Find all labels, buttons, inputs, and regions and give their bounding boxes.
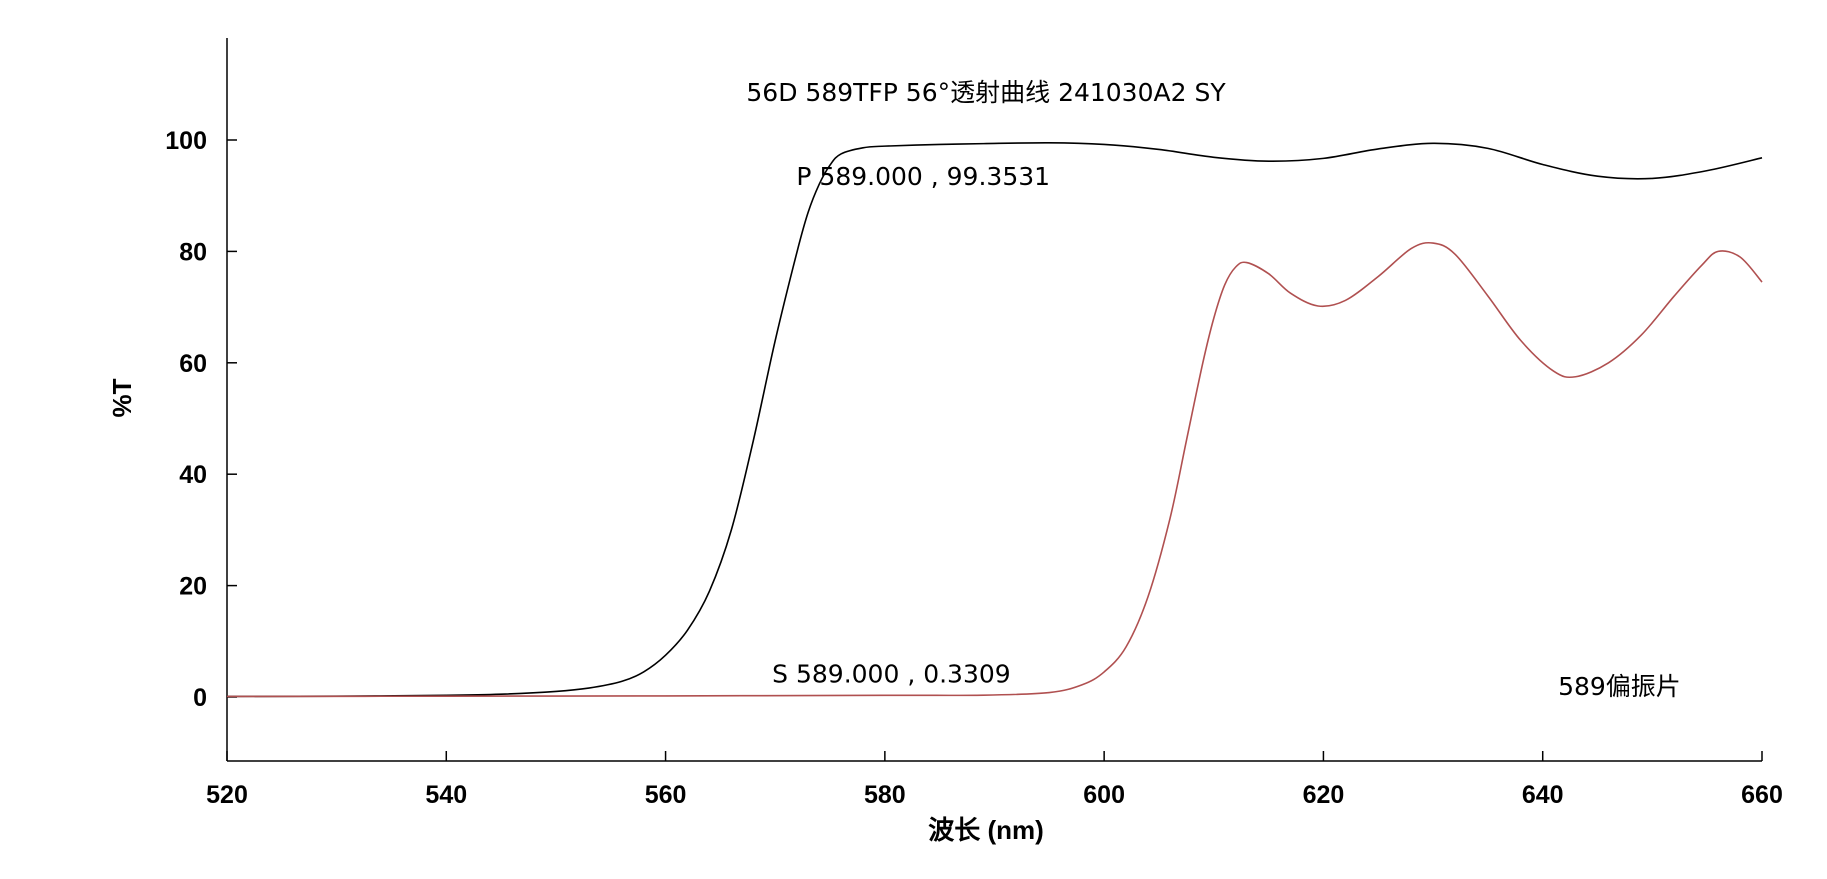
- series-line-p: [226, 141, 1763, 698]
- x-tick-label: 540: [425, 781, 467, 809]
- x-tick-label: 660: [1741, 781, 1783, 809]
- y-tick-label: 60: [179, 350, 207, 378]
- x-tick-label: 580: [864, 781, 906, 809]
- x-tick-label: 560: [645, 781, 687, 809]
- chart-title: 56D 589TFP 56°透射曲线 241030A2 SY: [746, 78, 1226, 107]
- ticks: 0 20 40 60 80 100 520 540 560 580 600 620 640 660: [165, 127, 1783, 809]
- annotation-3: 589偏振片: [1558, 672, 1681, 701]
- series-line-s: [226, 241, 1763, 698]
- y-tick-label: 20: [179, 573, 207, 601]
- y-tick-label: 40: [179, 461, 207, 489]
- annotation-1: P 589.000 , 99.3531: [796, 162, 1050, 191]
- y-tick-label: 80: [179, 238, 207, 266]
- x-tick-label: 600: [1083, 781, 1125, 809]
- annotation-2: S 589.000 , 0.3309: [772, 660, 1011, 689]
- x-axis-title: 波长 (nm): [928, 815, 1044, 845]
- y-tick-label: 100: [165, 127, 207, 155]
- x-tick-label: 620: [1303, 781, 1345, 809]
- y-tick-label: 0: [193, 684, 207, 712]
- x-tick-label: 640: [1522, 781, 1564, 809]
- series-layer: [226, 141, 1763, 698]
- x-tick-label: 520: [206, 781, 248, 809]
- y-axis-title: %T: [107, 378, 137, 417]
- annotation-layer: P 589.000 , 99.3531 S 589.000 , 0.3309 589…: [772, 162, 1681, 701]
